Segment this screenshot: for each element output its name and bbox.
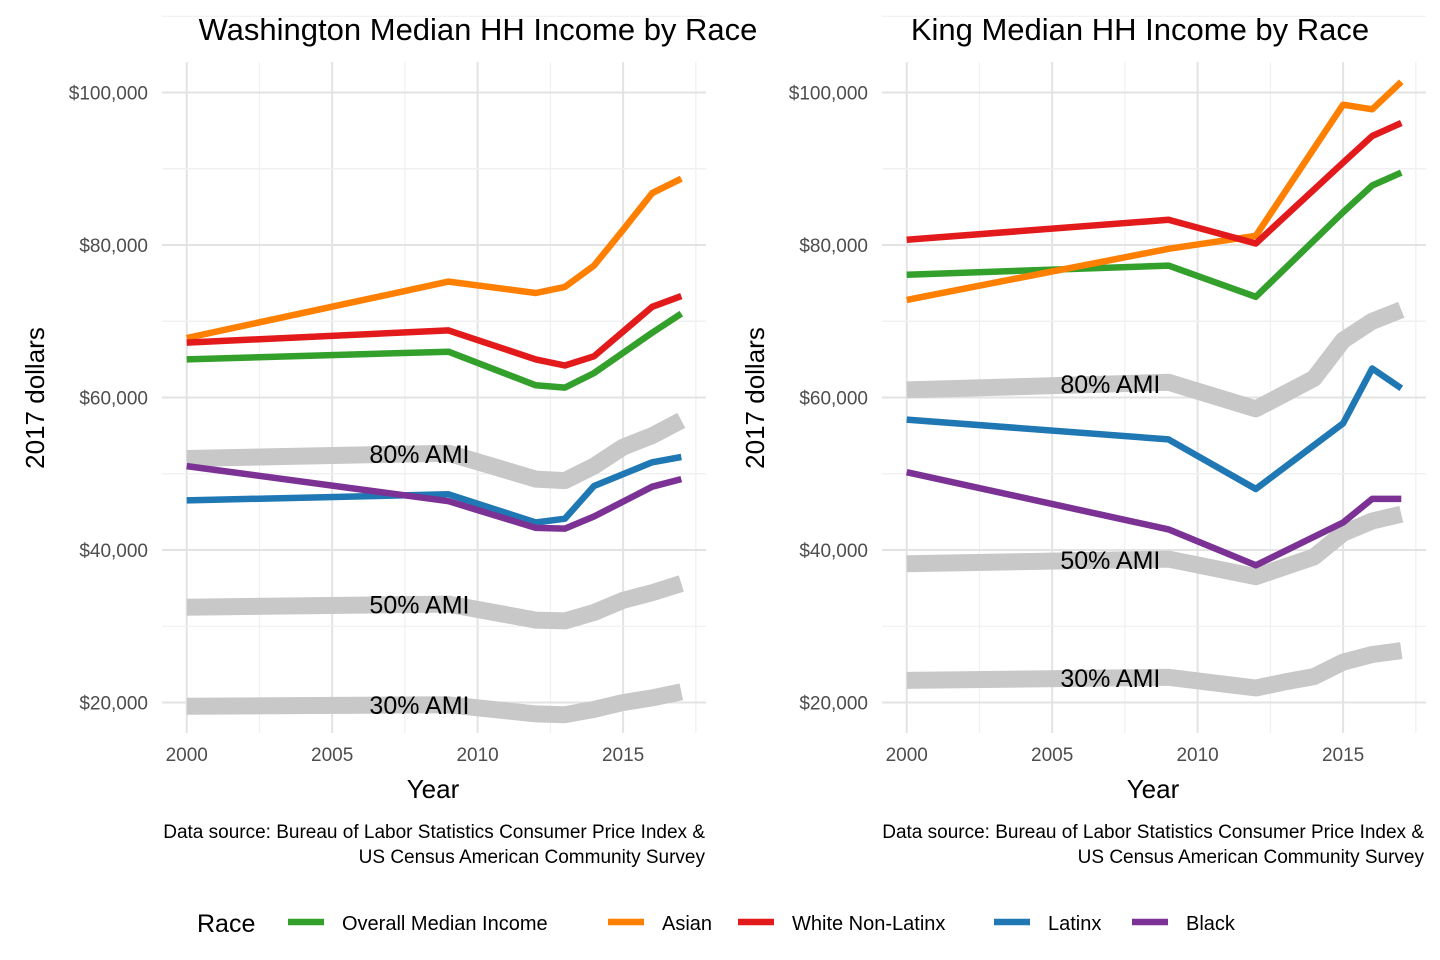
x-axis-title: Year	[407, 774, 460, 804]
legend-item: Black	[1132, 913, 1236, 935]
series-line-white-non-latinx	[906, 120, 1403, 247]
series-line-asian	[186, 175, 683, 342]
y-tick-label: $80,000	[799, 236, 868, 257]
washington-panel: Washington Median HH Income by Race 80% …	[20, 12, 757, 868]
series-line-white-non-latinx	[186, 293, 683, 369]
y-tick-label: $20,000	[79, 694, 148, 715]
ami-band-80	[906, 301, 1405, 418]
legend-item: Asian	[608, 913, 712, 935]
y-tick-labels: $20,000 $40,000 $60,000 $80,000 $100,000	[69, 84, 148, 715]
x-tick-label: 2005	[1031, 745, 1073, 766]
x-tick-label: 2000	[886, 745, 928, 766]
legend-label: Asian	[662, 913, 712, 935]
y-axis-title: 2017 dollars	[20, 327, 50, 469]
ami-label: 80% AMI	[1060, 371, 1160, 399]
x-tick-label: 2015	[602, 745, 644, 766]
series-lines	[906, 79, 1404, 569]
ami-band-80	[186, 412, 686, 490]
series-line-latinx	[906, 365, 1404, 493]
y-tick-label: $100,000	[789, 84, 868, 105]
ami-bands	[906, 301, 1405, 697]
series-line-asian	[906, 79, 1404, 304]
legend-label: White Non-Latinx	[792, 913, 945, 935]
ami-band-30	[906, 642, 1403, 697]
y-tick-label: $60,000	[799, 389, 868, 410]
x-tick-label: 2005	[311, 745, 353, 766]
caption-line-1: Data source: Bureau of Labor Statistics …	[882, 822, 1424, 843]
series-line-black	[186, 462, 683, 532]
caption-line-1: Data source: Bureau of Labor Statistics …	[163, 822, 705, 843]
legend-label: Black	[1186, 913, 1236, 935]
legend: Race Overall Median Income Asian White Non…	[197, 910, 1236, 938]
x-tick-labels: 2000 2005 2010 2015	[886, 745, 1365, 766]
x-tick-label: 2015	[1322, 745, 1364, 766]
ami-band-50	[906, 505, 1404, 586]
series-line-black	[906, 469, 1402, 569]
legend-items: Overall Median Income Asian White Non-Lati…	[288, 913, 1236, 935]
grid	[162, 15, 706, 733]
chart-title: King Median HH Income by Race	[911, 12, 1369, 47]
ami-bands	[186, 412, 686, 724]
ami-band-30	[186, 683, 684, 724]
series-line-overall-median-income	[186, 310, 684, 391]
y-tick-label: $80,000	[79, 236, 148, 257]
x-axis-title: Year	[1127, 774, 1180, 804]
ami-label: 80% AMI	[369, 441, 469, 469]
ami-label: 50% AMI	[1060, 547, 1160, 575]
king-panel: King Median HH Income by Race 80% AMI 50%…	[740, 12, 1426, 868]
y-tick-label: $60,000	[79, 389, 148, 410]
ami-labels: 80% AMI 50% AMI 30% AMI	[369, 441, 469, 720]
y-tick-label: $40,000	[799, 541, 868, 562]
x-tick-labels: 2000 2005 2010 2015	[166, 745, 645, 766]
ami-labels: 80% AMI 50% AMI 30% AMI	[1060, 371, 1160, 693]
x-tick-label: 2010	[1176, 745, 1218, 766]
y-tick-labels: $20,000 $40,000 $60,000 $80,000 $100,000	[789, 84, 868, 715]
x-tick-label: 2010	[456, 745, 498, 766]
legend-title: Race	[197, 910, 255, 938]
ami-band-50	[186, 575, 684, 630]
chart-title: Washington Median HH Income by Race	[199, 12, 758, 47]
series-line-overall-median-income	[906, 169, 1403, 301]
series-line-latinx	[186, 453, 682, 526]
ami-label: 30% AMI	[369, 692, 469, 720]
ami-label: 50% AMI	[369, 591, 469, 619]
series-lines	[186, 175, 684, 532]
legend-label: Overall Median Income	[342, 913, 548, 935]
y-axis-title: 2017 dollars	[740, 327, 770, 469]
ami-label: 30% AMI	[1060, 665, 1160, 693]
legend-item: Overall Median Income	[288, 913, 548, 935]
caption-line-2: US Census American Community Survey	[1078, 847, 1425, 868]
caption-line-2: US Census American Community Survey	[359, 847, 706, 868]
y-tick-label: $100,000	[69, 84, 148, 105]
y-tick-label: $40,000	[79, 541, 148, 562]
legend-label: Latinx	[1048, 913, 1101, 935]
x-tick-label: 2000	[166, 745, 208, 766]
legend-item: White Non-Latinx	[738, 913, 945, 935]
y-tick-label: $20,000	[799, 694, 868, 715]
legend-item: Latinx	[994, 913, 1101, 935]
